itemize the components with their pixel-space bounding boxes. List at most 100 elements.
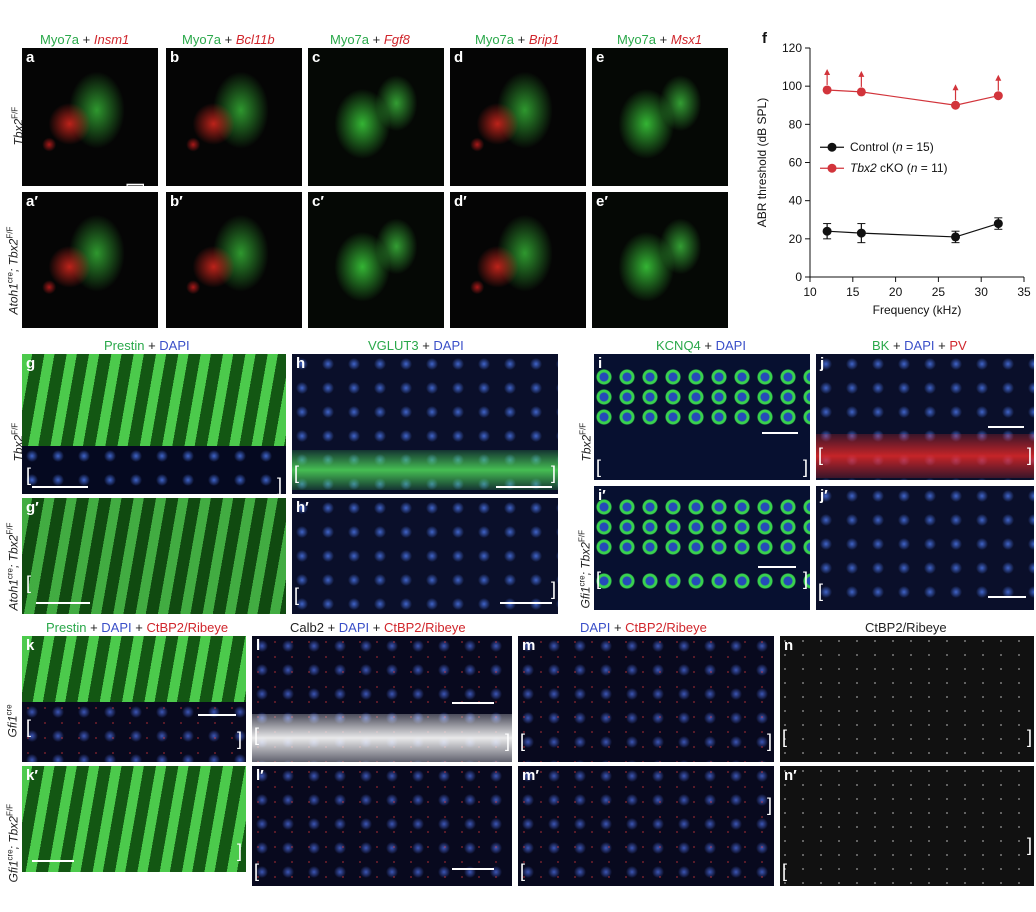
row-label-part: Gfi1 [6, 860, 21, 883]
legend-label-part: Tbx2 [850, 161, 877, 175]
header-m: DAPI + CtBP2/Ribeye [580, 620, 707, 635]
header-part: Prestin [46, 620, 87, 635]
header-a: Myo7a + Insm1 [40, 32, 129, 47]
panel-h-prime: h′ [ ] [292, 498, 558, 614]
panel-label-n-prime: n′ [784, 767, 797, 784]
row-label-gfi1-midr: Gfi1cre; Tbx2F/F [578, 503, 593, 609]
panel-c: c [308, 48, 444, 186]
panel-c-prime: c′ [308, 192, 444, 328]
row-label-gfi1-bot: Gfi1cre [5, 678, 20, 737]
panel-label-c: c [312, 49, 321, 66]
x-tick-label: 15 [846, 285, 860, 299]
y-tick-label: 100 [782, 79, 802, 93]
header-part: Fgf8 [383, 32, 410, 47]
header-n: CtBP2/Ribeye [865, 620, 947, 635]
panel-j-prime: j′ [ [816, 486, 1034, 610]
threshold-arrowhead [952, 84, 959, 91]
header-part: + [79, 32, 94, 47]
scale-bar [758, 566, 796, 568]
header-part: Calb2 [290, 620, 324, 635]
header-part: + [934, 338, 950, 353]
panel-label-e-prime: e′ [596, 193, 608, 210]
panel-label-g-prime: g′ [26, 499, 39, 516]
header-h: VGLUT3 + DAPI [368, 338, 464, 353]
legend-label-part: cKO ( [877, 161, 911, 175]
legend-marker [827, 163, 837, 173]
x-tick-label: 25 [932, 285, 946, 299]
panel-label-h-prime: h′ [296, 499, 309, 516]
data-point [993, 91, 1003, 101]
header-part: + [369, 620, 384, 635]
panel-g: g [ ] [22, 354, 286, 494]
panel-label-h: h [296, 355, 306, 372]
header-part: + [700, 338, 716, 353]
panel-n-prime: n′ [ ] [780, 766, 1034, 886]
header-part: CtBP2/Ribeye [146, 620, 229, 635]
header-part: + [889, 338, 905, 353]
data-point [993, 219, 1003, 229]
header-part: Myo7a [182, 32, 222, 47]
panel-n: n [ ] [780, 636, 1034, 762]
panel-i: i [ ] [594, 354, 810, 480]
row-label-atoh1-top: Atoh1cre; Tbx2F/F [6, 205, 21, 315]
header-part: Myo7a [475, 32, 515, 47]
data-point [951, 232, 961, 242]
panel-label-f: f [762, 30, 767, 47]
panel-k: k [ ] [22, 636, 246, 762]
header-d: Myo7a + Brip1 [475, 32, 559, 47]
panel-b: b [166, 48, 302, 186]
row-label-part: cre [5, 568, 15, 580]
header-part: Insm1 [93, 32, 130, 47]
header-part: + [144, 338, 160, 353]
row-label-part: cre [5, 849, 15, 861]
series-line [827, 222, 999, 238]
scale-bar [452, 702, 494, 704]
header-part: CtBP2/Ribeye [383, 620, 466, 635]
header-gh: Prestin + DAPI [104, 338, 190, 353]
row-label-part: ; Tbx2 [6, 534, 21, 569]
header-part: + [369, 32, 384, 47]
panel-label-i: i [598, 355, 603, 372]
y-tick-label: 80 [789, 117, 803, 131]
legend-label-part: = 15) [903, 140, 934, 154]
legend-label: Tbx2 cKO (n = 11) [850, 161, 948, 175]
panel-label-k: k [26, 637, 35, 654]
y-tick-label: 60 [789, 156, 803, 170]
panel-m: m [ ] [518, 636, 774, 762]
scale-bar [988, 426, 1024, 428]
data-point [822, 85, 832, 95]
row-label-part: F/F [10, 422, 20, 435]
scale-bar [36, 602, 90, 604]
row-label-part: F/F [10, 106, 20, 119]
row-label-part: ; Tbx2 [6, 238, 21, 273]
panel-e-prime: e′ [592, 192, 728, 328]
scale-bar [32, 486, 88, 488]
x-tick-label: 10 [803, 285, 817, 299]
header-part: KCNQ4 [656, 338, 701, 353]
x-tick-label: 30 [975, 285, 989, 299]
header-part: DAPI [101, 620, 132, 635]
header-part: VGLUT3 [368, 338, 419, 353]
series-line [827, 89, 999, 106]
header-part: + [656, 32, 671, 47]
panel-label-e: e [596, 49, 605, 66]
header-part: DAPI [338, 620, 370, 635]
row-label-part: Tbx2 [579, 434, 594, 462]
panel-m-prime: m′ [ ] [518, 766, 774, 886]
panel-label-l: l [256, 637, 261, 654]
y-axis-label: ABR threshold (dB SPL) [755, 98, 769, 227]
scale-bar [500, 602, 552, 604]
legend-label-part: n [896, 140, 903, 154]
panel-label-m-prime: m′ [522, 767, 539, 784]
row-label-part: F/F [5, 804, 15, 816]
header-part: CtBP2/Ribeye [865, 620, 947, 635]
header-part: CtBP2/Ribeye [625, 620, 707, 635]
header-part: DAPI [433, 338, 464, 353]
panel-label-l-prime: l′ [256, 767, 264, 784]
row-label-part: ; Tbx2 [6, 816, 21, 850]
row-label-part: F/F [577, 530, 587, 542]
header-e: Myo7a + Msx1 [617, 32, 702, 47]
panel-label-d-prime: d′ [454, 193, 467, 210]
header-part: Myo7a [40, 32, 80, 47]
panel-label-a-prime: a′ [26, 193, 38, 210]
